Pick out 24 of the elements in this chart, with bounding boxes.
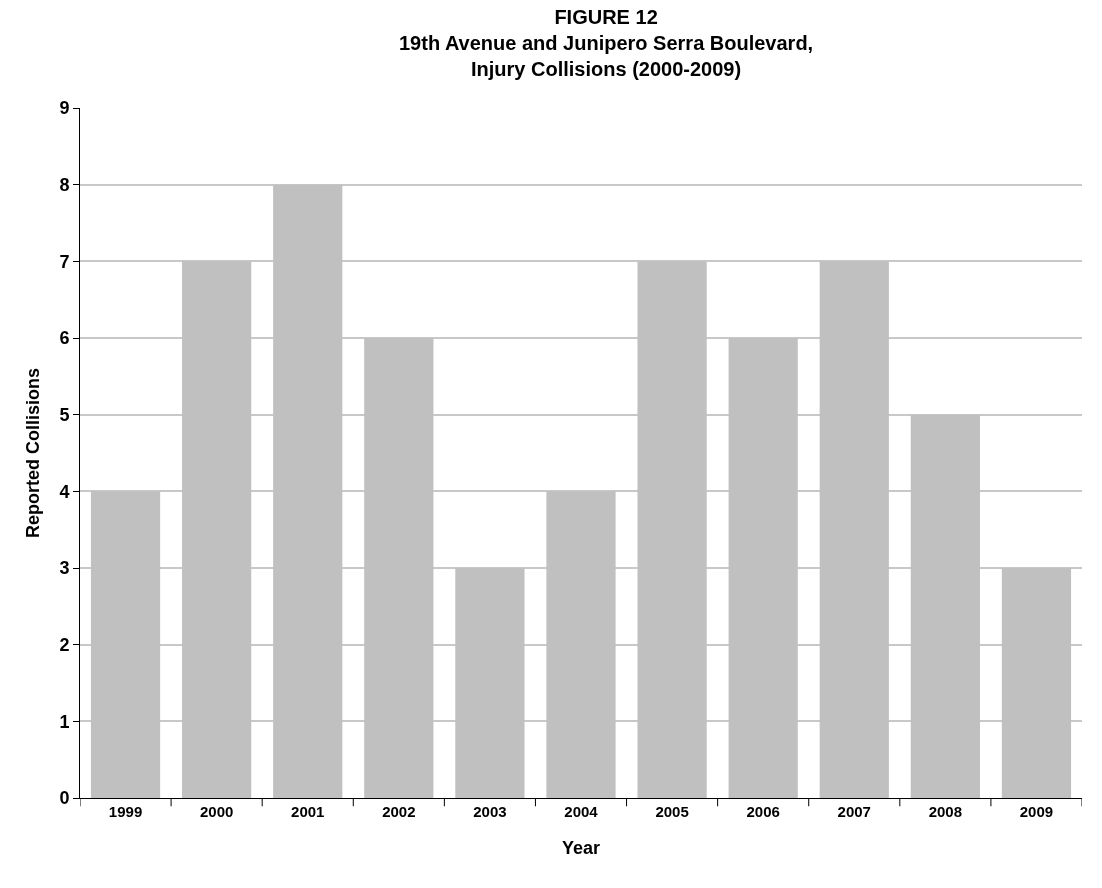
x-tick-label: 2005 [655, 803, 689, 820]
chart-title: FIGURE 12 19th Avenue and Junipero Serra Boulevard, Injury Collisions (2000-2009) [399, 6, 814, 80]
x-tick-label: 2008 [928, 803, 963, 820]
x-tick-label: 1999 [108, 803, 143, 820]
y-tick-label: 5 [59, 404, 70, 425]
x-tick-label: 2006 [746, 803, 780, 820]
y-axis-title: Reported Collisions [22, 367, 43, 539]
y-tick-label: 3 [59, 558, 70, 579]
x-axis-title: Year [561, 838, 601, 859]
x-tick-label: 2007 [837, 803, 871, 820]
x-tick-label: 2004 [564, 803, 599, 820]
y-tick-label: 0 [59, 788, 70, 809]
y-tick-label: 7 [59, 251, 70, 272]
y-tick-label: 6 [59, 328, 70, 349]
y-tick-label: 8 [59, 174, 70, 195]
x-tick-label: 2001 [291, 803, 325, 820]
y-tick-label: 4 [59, 481, 70, 502]
y-tick-label: 2 [59, 634, 70, 655]
x-tick-label: 2003 [473, 803, 507, 820]
x-tick-label: 2002 [382, 803, 416, 820]
x-tick-label: 2000 [199, 803, 234, 820]
y-tick-label: 9 [59, 98, 70, 119]
y-tick-label: 1 [59, 711, 70, 732]
x-tick-label: 2009 [1019, 803, 1054, 820]
